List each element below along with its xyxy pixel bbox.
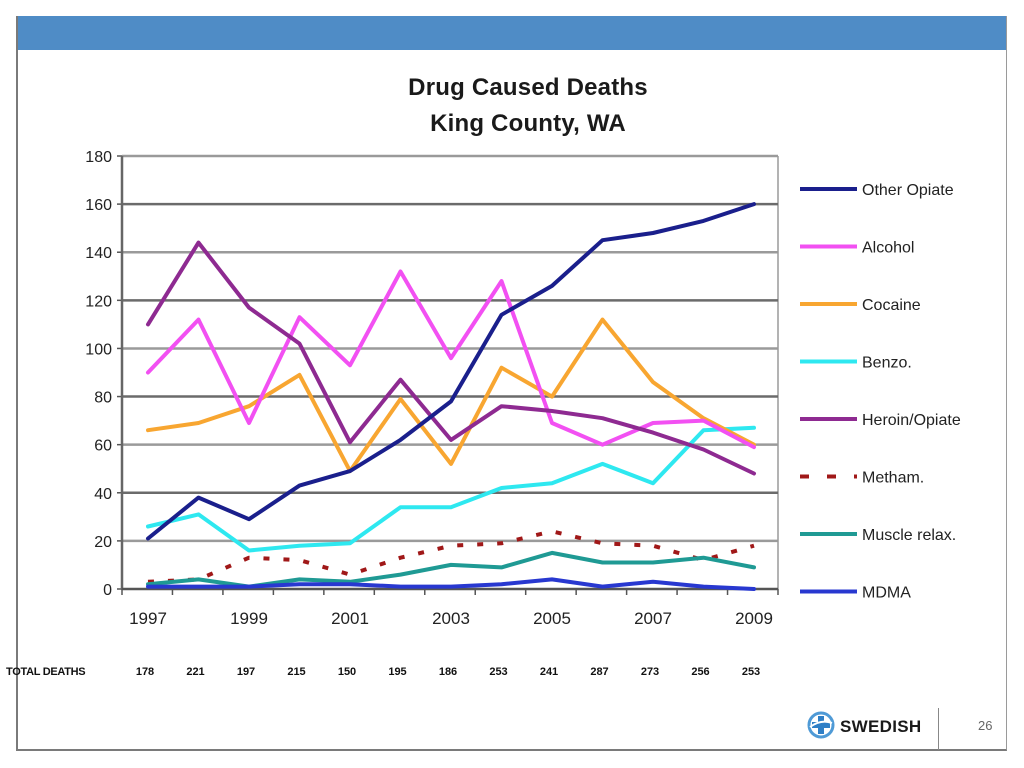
legend-label: Alcohol [862,240,914,257]
legend-label: Muscle relax. [862,527,956,544]
total-deaths-value: 150 [337,666,357,678]
total-deaths-value: 287 [590,666,609,678]
chart-subtitle: King County, WA [430,110,626,137]
total-deaths-label: TOTAL DEATHS [6,666,86,678]
y-tick-label: 0 [103,582,112,599]
total-deaths-value: 221 [186,666,205,678]
legend-label: Other Opiate [862,182,954,199]
legend-label: MDMA [862,585,911,602]
y-tick-label: 40 [94,486,112,503]
x-tick-label: 1999 [230,609,268,628]
total-deaths-value: 195 [388,666,407,678]
total-deaths-value: 273 [640,666,660,678]
footer-divider [938,708,939,750]
total-deaths-value: 186 [438,666,458,678]
series-line-metham [147,529,755,584]
legend-label: Cocaine [862,297,921,314]
legend-label: Heroin/Opiate [862,412,961,429]
y-tick-label: 160 [85,197,112,214]
total-deaths-value: 215 [287,666,306,678]
y-tick-label: 180 [85,149,112,166]
chart-title: Drug Caused Deaths [408,74,648,101]
legend-label: Metham. [862,470,924,487]
total-deaths-value: 256 [691,666,710,678]
y-tick-label: 80 [94,390,112,407]
y-tick-label: 20 [94,534,112,551]
x-tick-label: 2009 [735,609,773,628]
total-deaths-value: 178 [135,666,155,678]
x-tick-label: 2001 [331,609,369,628]
logo-text: SWEDISH [840,717,922,736]
legend-label: Benzo. [862,355,912,372]
y-tick-label: 60 [94,438,112,455]
x-tick-label: 2003 [432,609,470,628]
header-banner [16,16,1007,50]
swedish-cross-icon [807,711,835,739]
series-line-benzo [146,425,756,553]
page-number: 26 [978,718,993,733]
series-line-other-opiate [146,202,756,541]
y-tick-label: 100 [85,341,112,358]
y-tick-label: 120 [85,293,112,310]
x-tick-label: 2007 [634,609,672,628]
total-deaths-value: 241 [539,666,559,678]
swedish-logo: SWEDISH [806,710,946,744]
x-tick-label: 1997 [129,609,167,628]
y-tick-label: 140 [85,245,112,262]
total-deaths-value: 253 [489,666,508,678]
total-deaths-value: 253 [741,666,761,678]
total-deaths-value: 197 [236,666,256,678]
slide-frame [16,16,1007,751]
x-tick-label: 2005 [533,609,571,628]
